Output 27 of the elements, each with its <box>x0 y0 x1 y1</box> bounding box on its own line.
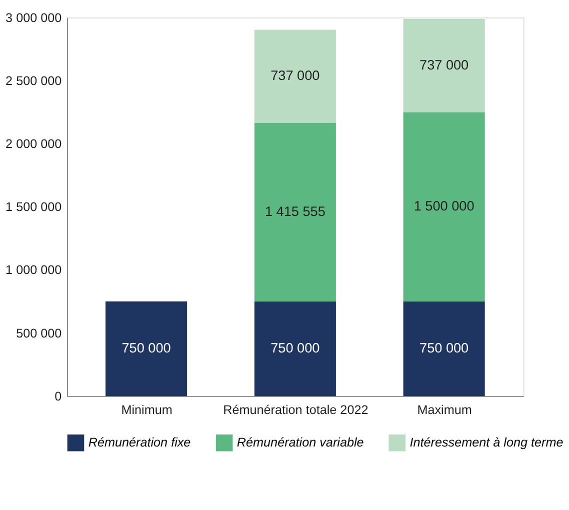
data-label: 750 000 <box>420 340 470 356</box>
bar <box>403 19 485 112</box>
legend-label: Rémunération fixe <box>88 436 191 450</box>
x-tick-label: Minimum <box>121 403 172 418</box>
y-tick-label: 0 <box>54 389 62 404</box>
x-tick-label: Rémunération totale 2022 <box>223 403 368 418</box>
y-tick-label: 2 000 000 <box>6 136 62 151</box>
bar <box>403 112 485 302</box>
y-tick-label: 1 500 000 <box>6 200 62 214</box>
data-label: 1 415 555 <box>264 204 326 219</box>
bar <box>403 301 485 396</box>
x-tick-label: Maximum <box>417 403 472 418</box>
data-label: 737 000 <box>420 57 470 72</box>
y-tick-label: 3 000 000 <box>6 10 62 25</box>
data-label: 750 000 <box>122 340 172 356</box>
data-label: 1 500 000 <box>414 198 475 214</box>
bar <box>254 122 336 302</box>
bar <box>254 30 336 123</box>
data-label: 750 000 <box>270 340 320 356</box>
bar <box>106 301 188 396</box>
y-tick-label: 2 500 000 <box>6 74 62 88</box>
y-tick-label: 500 000 <box>16 326 62 340</box>
bar <box>254 301 336 396</box>
y-tick-label: 1 000 000 <box>6 263 62 278</box>
data-label: 737 000 <box>270 68 320 84</box>
legend-label: Rémunération variable <box>236 436 364 450</box>
legend-label: Intéressement à long terme <box>410 436 564 450</box>
